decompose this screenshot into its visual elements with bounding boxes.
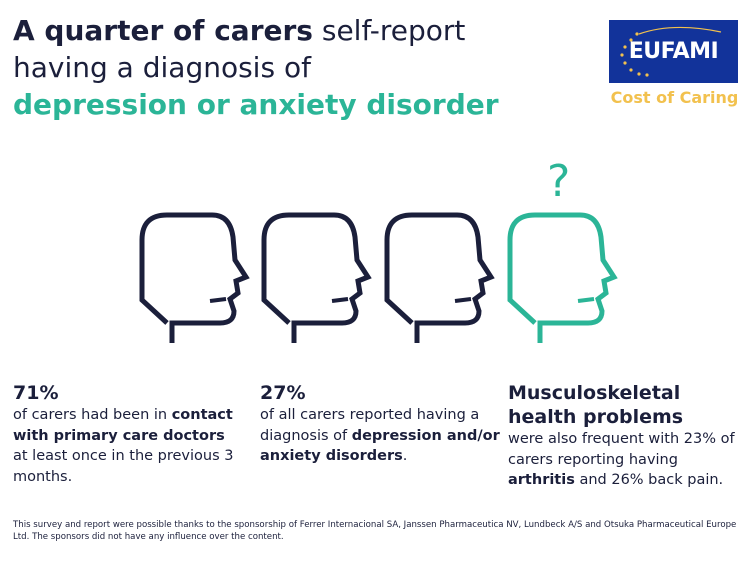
stat-text: of all carers reported having a diagnosi… [260,407,480,444]
stat-musculoskeletal: Musculoskeletal health problems were als… [508,381,748,491]
eu-flag-badge: EUFAMI [609,20,738,83]
stat-text-end: . [402,448,408,464]
question-mark-icon: ? [547,156,570,207]
head-icon-3 [384,212,495,343]
stat-text: of carers had been in [13,407,172,423]
stars-arc-icon [620,26,722,77]
headline-line-1-rest: self-report [312,14,466,47]
stat-depression-anxiety: 27% of all carers reported having a diag… [260,381,500,467]
stat-text-end: and 26% back pain. [574,472,724,488]
head-icon-2 [261,212,372,343]
heads-illustration: ? [139,156,618,343]
stat-text-end: at least once in the previous 3 months. [13,448,234,485]
headline-line-1: A quarter of carers self-report [13,12,499,49]
headline-line-2: having a diagnosis of [13,51,311,84]
stat-bold-text: depression and/or anxiety disorders [260,427,500,465]
eufami-logo: EUFAMI Cost of Caring [609,20,740,107]
stat-bold-text: contact with primary care doctors [13,407,233,444]
stat-value: 71% [13,382,59,404]
headline-bold-phrase: A quarter of carers [13,14,313,47]
headline-accent-line: depression or anxiety disorder [13,88,499,121]
stat-primary-care: 71% of carers had been in contact with p… [13,381,243,487]
head-icon-1 [139,212,250,343]
stat-heading: Musculoskeletal health problems [508,382,684,428]
logo-wordmark: EUFAMI [628,39,719,64]
stat-text: were also frequent with 23% of carers re… [508,431,735,468]
logo-tagline: Cost of Caring [610,88,739,107]
stat-bold-text: arthritis [508,472,575,488]
sponsorship-footnote: This survey and report were possible tha… [13,520,737,542]
stat-value: 27% [260,382,306,404]
head-icon-teal [507,212,618,343]
headline: A quarter of carers self-report having a… [13,12,499,123]
